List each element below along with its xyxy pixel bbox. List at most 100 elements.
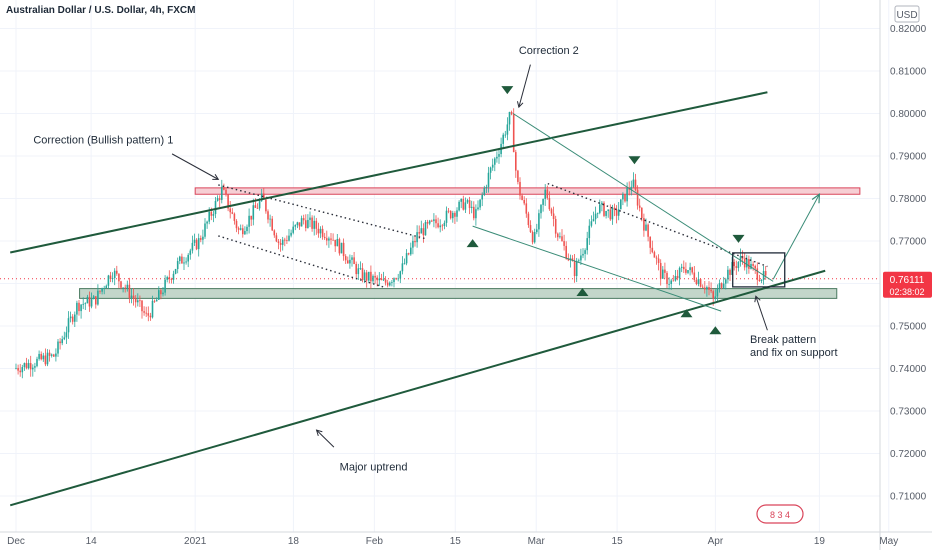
candle-body [57, 341, 59, 354]
y-tick-label: 0.79000 [890, 152, 927, 163]
pointer-arrow[interactable] [171, 153, 219, 180]
channel-bottom-trendline[interactable] [9, 269, 826, 507]
candle-body [617, 209, 620, 216]
candle-body [147, 313, 150, 316]
candle-body [101, 288, 103, 292]
dotted-channel-line[interactable] [547, 182, 768, 268]
candle-body [704, 287, 706, 290]
candle-body [470, 206, 473, 208]
candle-body [481, 194, 483, 200]
channel-top-trendline[interactable] [10, 91, 768, 254]
candle-body [323, 236, 326, 239]
candle-body [338, 239, 341, 254]
candle-body [174, 269, 177, 274]
triangle-up-marker[interactable] [576, 288, 589, 296]
x-tick-label: 15 [612, 536, 624, 547]
pointer-arrow[interactable] [755, 296, 768, 331]
candle-body [212, 214, 215, 216]
candle-body [65, 332, 68, 338]
candle-body [565, 245, 567, 259]
pointer-arrow-head [212, 174, 220, 180]
candle-body [578, 260, 580, 262]
candle-body [487, 172, 490, 187]
wedge-bottom-trendline[interactable] [472, 225, 722, 312]
candle-body [321, 228, 324, 237]
candle-body [748, 259, 750, 269]
candle-body [342, 242, 345, 257]
candle-body [523, 199, 525, 204]
pointer-arrow[interactable] [316, 429, 335, 448]
annotation-uptrend[interactable]: Major uptrend [340, 462, 408, 474]
candle-body [172, 273, 175, 280]
candle-body [708, 287, 710, 290]
candle-body [557, 233, 559, 238]
candle-body [311, 217, 313, 229]
candle-body [118, 273, 120, 282]
candle-body [17, 367, 19, 371]
candle-body [727, 269, 729, 280]
candle-body [181, 256, 183, 264]
candle-body [691, 267, 693, 273]
candle-body [376, 277, 378, 281]
candle-body [124, 287, 126, 289]
candle-body [580, 255, 582, 261]
candle-body [260, 193, 263, 201]
triangle-down-marker[interactable] [732, 234, 745, 243]
candle-body [716, 288, 719, 297]
candle-body [166, 277, 168, 280]
candle-body [666, 272, 668, 285]
candle-body [374, 275, 376, 278]
y-tick-label: 0.82000 [890, 24, 927, 35]
triangle-down-marker[interactable] [501, 86, 514, 95]
arrow-trendline[interactable] [772, 194, 820, 280]
candle-body [46, 352, 49, 365]
current-price-tag: 0.76111 02:38:02 [883, 271, 932, 298]
candle-body [622, 194, 624, 200]
candle-body [55, 353, 57, 357]
candle-body [21, 367, 24, 373]
resistance-zone[interactable] [194, 187, 861, 195]
pointer-arrow[interactable] [518, 64, 531, 108]
x-tick-label: 15 [450, 536, 462, 547]
candle-body [195, 239, 198, 250]
annotation-break[interactable]: Break pattern [750, 334, 816, 346]
candle-body [151, 300, 154, 318]
candle-body [626, 188, 628, 202]
candle-body [288, 235, 290, 241]
candle-body [61, 339, 63, 344]
wedge-top-trendline[interactable] [512, 113, 774, 282]
candle-body [302, 218, 305, 221]
currency-badge[interactable]: USD [894, 5, 920, 23]
candle-body [760, 279, 763, 282]
candle-body [355, 264, 357, 275]
support-zone[interactable] [79, 288, 838, 299]
candle-body [664, 269, 666, 273]
candle-body [462, 198, 465, 210]
annotation-fix[interactable]: and fix on support [750, 347, 837, 359]
candle-body [611, 207, 614, 220]
candle-body [248, 215, 250, 227]
candle-body [733, 262, 735, 267]
candle-body [145, 312, 147, 314]
candle-body [401, 263, 404, 272]
annotation-correction2[interactable]: Correction 2 [519, 45, 579, 57]
triangle-up-marker[interactable] [680, 309, 693, 318]
candle-body [315, 220, 318, 229]
triangle-down-marker[interactable] [628, 156, 641, 165]
candle-body [170, 278, 173, 280]
candle-body [454, 212, 456, 217]
candle-body [223, 186, 225, 190]
candle-body [651, 247, 654, 253]
triangle-up-marker[interactable] [466, 239, 479, 248]
candle-body [573, 261, 576, 277]
candle-body [483, 188, 486, 195]
candle-body [27, 363, 30, 369]
candle-body [641, 207, 643, 219]
triangle-up-marker[interactable] [709, 326, 722, 335]
plot-area[interactable] [0, 0, 880, 532]
chart-title: Australian Dollar / U.S. Dollar, 4h, FXC… [6, 5, 195, 16]
consolidation-box[interactable] [732, 252, 786, 288]
candle-body [443, 222, 446, 227]
annotation-correction1[interactable]: Correction (Bullish pattern) 1 [33, 134, 173, 146]
